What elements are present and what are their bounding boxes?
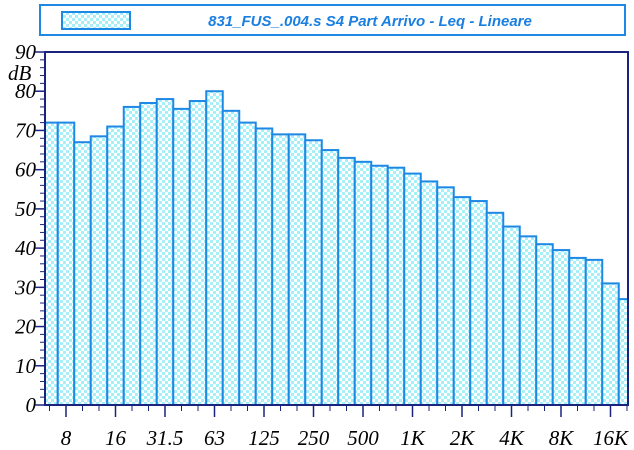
- y-tick-label: 80: [15, 79, 37, 103]
- bar: [403, 172, 422, 406]
- bar: [172, 107, 191, 406]
- bar: [320, 149, 340, 406]
- x-tick-label: 16K: [593, 426, 629, 450]
- x-tick-label: 16: [105, 426, 127, 450]
- x-tick-label: 4K: [499, 426, 525, 450]
- bar: [122, 105, 142, 406]
- bar: [452, 196, 472, 406]
- bar: [353, 160, 373, 406]
- y-tick-label: 0: [26, 393, 37, 417]
- bar: [73, 141, 92, 406]
- y-tick-label: 70: [15, 118, 37, 142]
- x-tick-label: 8K: [549, 426, 575, 450]
- bar: [205, 90, 224, 406]
- bar: [89, 135, 109, 406]
- bar: [485, 211, 505, 406]
- x-tick-label: 250: [298, 426, 330, 450]
- legend-label: 831_FUS_.004.s S4 Part Arrivo - Leq - Li…: [208, 13, 532, 30]
- x-tick-label: 500: [347, 426, 379, 450]
- y-tick-label: 90: [15, 40, 37, 64]
- bar: [617, 298, 628, 406]
- y-tick-label: 60: [15, 158, 37, 182]
- bar: [518, 235, 538, 406]
- y-tick-label: 30: [14, 275, 37, 299]
- bar: [370, 164, 389, 406]
- bar: [271, 133, 290, 406]
- bar: [568, 256, 587, 406]
- bar: [436, 186, 455, 406]
- bar: [56, 121, 76, 406]
- bar: [584, 258, 604, 406]
- bar: [535, 243, 554, 406]
- legend-swatch: [61, 11, 131, 30]
- bar: [337, 156, 356, 406]
- bar: [469, 200, 488, 406]
- bar: [601, 282, 620, 406]
- bar: [386, 166, 406, 406]
- x-tick-label: 8: [61, 426, 72, 450]
- bar: [238, 121, 257, 406]
- x-tick-label: 63: [204, 426, 225, 450]
- bar: [419, 180, 439, 406]
- bar: [221, 109, 241, 406]
- x-tick-label: 1K: [400, 426, 426, 450]
- x-tick-label: 125: [248, 426, 280, 450]
- bar: [304, 139, 323, 406]
- bar: [155, 98, 175, 406]
- y-unit: dB: [8, 61, 32, 85]
- y-tick-label: 20: [15, 315, 37, 339]
- y-tick-label: 50: [15, 197, 37, 221]
- bar: [106, 125, 125, 406]
- legend-box: [39, 4, 626, 36]
- bar: [287, 133, 307, 406]
- bar: [188, 100, 208, 406]
- bar: [254, 127, 274, 406]
- bar: [502, 225, 521, 406]
- x-tick-label: 2K: [450, 426, 476, 450]
- bar: [551, 249, 571, 406]
- plot-frame: [44, 51, 629, 406]
- y-tick-label: 10: [15, 354, 37, 378]
- bar: [139, 101, 158, 406]
- x-tick-label: 31.5: [146, 426, 184, 450]
- y-tick-label: 40: [15, 236, 37, 260]
